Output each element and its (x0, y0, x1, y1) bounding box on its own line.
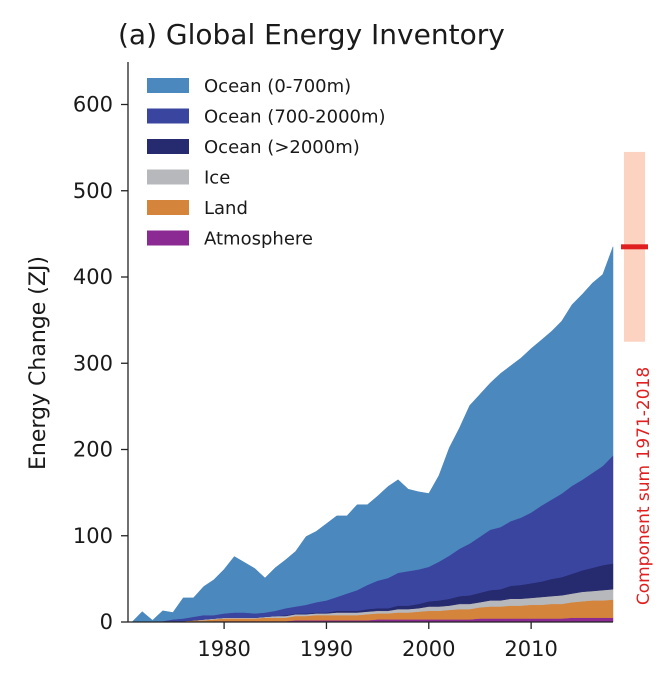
legend-item: Ice (147, 168, 230, 189)
legend-label: Ocean (>2000m) (204, 137, 360, 158)
y-tick-label: 300 (73, 351, 113, 375)
legend-label: Ocean (0-700m) (204, 76, 351, 97)
y-tick-label: 500 (73, 179, 113, 203)
legend-label: Ice (204, 168, 230, 189)
y-tick-label: 100 (73, 524, 113, 548)
legend-label: Land (204, 198, 248, 219)
axes: 0 100 200 300 400 500 600 1980 1990 2000 2010 (73, 62, 613, 661)
legend-label: Atmosphere (204, 229, 313, 250)
y-tick-label: 400 (73, 265, 113, 289)
x-tick-label: 2000 (402, 637, 455, 661)
legend-swatch (147, 230, 189, 246)
legend-swatch (147, 139, 189, 154)
legend-item: Ocean (>2000m) (147, 137, 360, 158)
legend-item: Ocean (700-2000m) (147, 107, 386, 128)
x-tick-label: 1990 (300, 637, 353, 661)
y-tick-label: 200 (73, 438, 113, 462)
legend: Ocean (0-700m) Ocean (700-2000m) Ocean (>2… (147, 76, 386, 250)
component-sum-marker (621, 244, 648, 250)
y-tick-label: 600 (73, 93, 113, 117)
stacked-areas (131, 246, 614, 623)
component-sum-annotation: Component sum 1971-2018 (621, 151, 654, 605)
x-tick-label: 1980 (197, 637, 250, 661)
y-axis-label: Energy Change (ZJ) (26, 256, 51, 470)
chart-title: (a) Global Energy Inventory (118, 18, 505, 51)
legend-swatch (147, 78, 189, 93)
y-tick-label: 0 (100, 610, 113, 634)
legend-swatch (147, 200, 189, 215)
legend-item: Atmosphere (147, 229, 313, 250)
legend-item: Ocean (0-700m) (147, 76, 351, 97)
legend-item: Land (147, 198, 248, 219)
legend-swatch (147, 108, 189, 124)
area-ocean-0-700m (131, 246, 614, 623)
legend-swatch (147, 169, 189, 185)
legend-label: Ocean (700-2000m) (204, 107, 386, 128)
x-tick-label: 2010 (504, 637, 557, 661)
component-sum-label: Component sum 1971-2018 (634, 367, 654, 605)
